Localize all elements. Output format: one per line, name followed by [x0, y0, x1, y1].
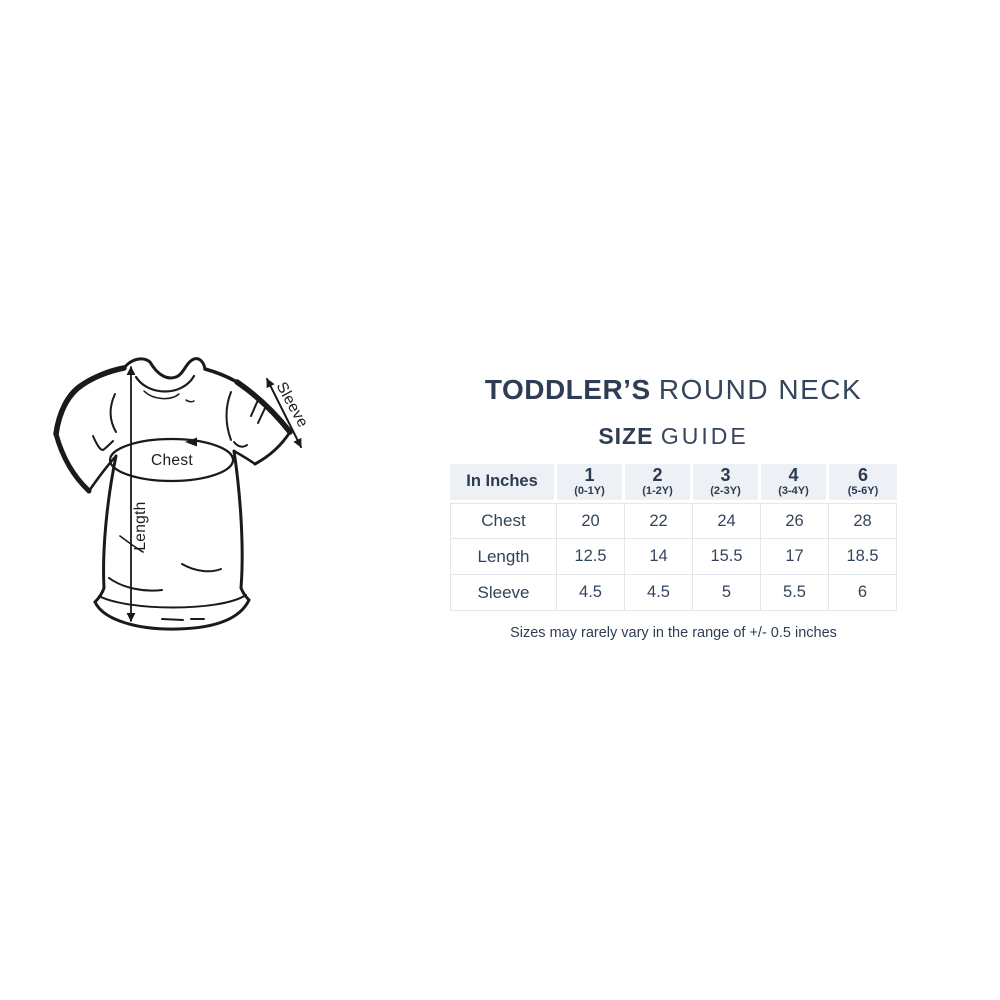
- row-label-chest: Chest: [450, 503, 557, 539]
- size-table: In Inches 1 (0-1Y) 2 (1-2Y) 3 (2-3Y) 4 (…: [450, 464, 897, 611]
- row-label-length: Length: [450, 539, 557, 575]
- chest-value-size-1: 20: [557, 503, 625, 539]
- size-number: 1: [584, 465, 595, 485]
- length-label: Length: [132, 501, 149, 550]
- size-number: 4: [788, 465, 799, 485]
- chest-label: Chest: [151, 452, 193, 469]
- size-number: 3: [720, 465, 731, 485]
- table-size-column-6: 6 (5-6Y): [829, 464, 897, 503]
- page-subtitle-secondary: GUIDE: [660, 423, 749, 449]
- chest-arrowhead-icon: [185, 437, 197, 447]
- length-value-size-4: 17: [761, 539, 829, 575]
- size-table-header-row: In Inches 1 (0-1Y) 2 (1-2Y) 3 (2-3Y) 4 (…: [450, 464, 897, 503]
- size-age-range: (0-1Y): [574, 485, 605, 497]
- page-subtitle: SIZE GUIDE: [450, 423, 897, 450]
- measurement-annotations: [108, 366, 302, 622]
- chest-measure-ellipse: [108, 437, 235, 483]
- size-age-range: (5-6Y): [847, 485, 879, 497]
- chest-value-size-3: 24: [693, 503, 761, 539]
- tshirt-outline: [53, 357, 293, 631]
- size-variance-note: Sizes may rarely vary in the range of +/…: [510, 625, 837, 641]
- size-age-range: (2-3Y): [710, 485, 741, 497]
- sleeve-value-size-1: 4.5: [557, 575, 625, 611]
- chest-value-size-6: 28: [829, 503, 897, 539]
- page-title-secondary: ROUND NECK: [658, 374, 863, 405]
- length-value-size-6: 18.5: [829, 539, 897, 575]
- row-label-sleeve: Sleeve: [450, 575, 557, 611]
- page-title-primary: TODDLER’S: [484, 374, 651, 405]
- size-age-range: (1-2Y): [642, 485, 673, 497]
- sleeve-value-size-6: 6: [829, 575, 897, 611]
- sleeve-value-size-2: 4.5: [625, 575, 693, 611]
- chest-value-size-4: 26: [761, 503, 829, 539]
- length-value-size-3: 15.5: [693, 539, 761, 575]
- sleeve-label: Sleeve: [273, 379, 312, 430]
- size-number: 2: [652, 465, 663, 485]
- table-row-length: Length 12.5 14 15.5 17 18.5: [450, 539, 897, 575]
- tshirt-sketch: Chest Length Sleeve: [53, 357, 312, 631]
- tshirt-measurement-diagram: Chest Length Sleeve: [52, 350, 314, 642]
- table-row-sleeve: Sleeve 4.5 4.5 5 5.5 6: [450, 575, 897, 611]
- table-size-column-4: 4 (3-4Y): [761, 464, 829, 503]
- sleeve-measure-arrow: [266, 378, 302, 448]
- chest-value-size-2: 22: [625, 503, 693, 539]
- sleeve-value-size-4: 5.5: [761, 575, 829, 611]
- length-value-size-1: 12.5: [557, 539, 625, 575]
- table-size-column-1: 1 (0-1Y): [557, 464, 625, 503]
- table-unit-header: In Inches: [450, 464, 557, 503]
- length-value-size-2: 14: [625, 539, 693, 575]
- page-title: TODDLER’S ROUND NECK: [450, 374, 897, 406]
- size-age-range: (3-4Y): [778, 485, 809, 497]
- table-size-column-3: 3 (2-3Y): [693, 464, 761, 503]
- size-number: 6: [857, 465, 868, 485]
- sleeve-value-size-3: 5: [693, 575, 761, 611]
- table-size-column-2: 2 (1-2Y): [625, 464, 693, 503]
- table-row-chest: Chest 20 22 24 26 28: [450, 503, 897, 539]
- page-subtitle-primary: SIZE: [598, 423, 654, 449]
